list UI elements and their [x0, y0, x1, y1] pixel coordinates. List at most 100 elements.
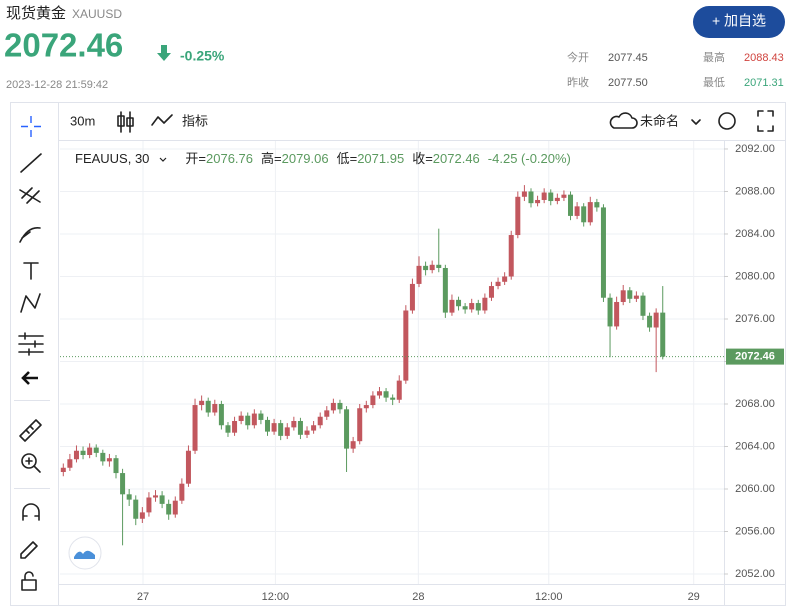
- candle-body: [640, 295, 646, 316]
- legend-label: 开=: [185, 151, 206, 166]
- candle-body: [653, 312, 659, 328]
- candle-body: [166, 503, 172, 515]
- logo: [74, 550, 95, 559]
- candle-body: [212, 403, 218, 413]
- candle-body: [245, 415, 251, 426]
- crosshair-tool[interactable]: [21, 116, 41, 137]
- candle-body: [60, 467, 66, 473]
- change: -0.25%: [180, 48, 225, 64]
- candle-body: [515, 196, 521, 236]
- candle-body: [238, 415, 244, 421]
- lock-tool[interactable]: [21, 571, 37, 591]
- candle-body: [297, 420, 303, 435]
- candle-body: [218, 403, 224, 426]
- stat-value: 2077.50: [608, 77, 648, 89]
- zoom-tool[interactable]: [21, 453, 37, 469]
- y-tick-label: 2088.00: [735, 185, 775, 197]
- candle-body: [357, 408, 363, 442]
- candle-body: [502, 276, 508, 282]
- stat-label: 最低: [703, 76, 725, 89]
- line-tool[interactable]: [20, 153, 42, 173]
- lock-draw-tool[interactable]: [20, 541, 38, 559]
- brush-tool[interactable]: [19, 226, 41, 243]
- candle-body: [574, 206, 580, 216]
- candle-body: [600, 207, 606, 298]
- candle-body: [363, 405, 369, 409]
- candle-body: [548, 192, 554, 202]
- candle-body: [581, 206, 587, 223]
- symbol: XAUUSD: [72, 7, 122, 21]
- forecast-tool[interactable]: [18, 332, 44, 356]
- candle-body: [159, 495, 165, 504]
- candle-body: [93, 447, 99, 453]
- text-tool[interactable]: [23, 262, 39, 280]
- candle-body: [304, 430, 310, 435]
- candle-body: [535, 199, 541, 204]
- candle-body: [271, 423, 277, 432]
- candle-body: [172, 500, 178, 515]
- candle-body: [350, 441, 356, 449]
- fullscreen-button[interactable]: [757, 110, 774, 132]
- candle-body: [80, 450, 86, 455]
- candle-body: [225, 425, 231, 433]
- stat-value: 2088.43: [744, 52, 784, 64]
- legend-label: 高=: [261, 151, 282, 166]
- legend-value: 2071.95: [357, 151, 404, 166]
- candle-body: [403, 310, 409, 381]
- legend-chevron: [159, 157, 167, 162]
- x-tick-label: 27: [137, 591, 149, 603]
- candle-body: [258, 413, 264, 420]
- legend-label: 低=: [337, 151, 358, 166]
- candle-body: [291, 420, 297, 428]
- stat-label: 昨收: [567, 75, 589, 89]
- last-price-label: 2072.46: [735, 351, 775, 363]
- candle-body: [146, 497, 152, 513]
- indicator-button[interactable]: 指标: [182, 113, 208, 128]
- legend-value: 2072.46: [433, 151, 480, 166]
- stat-label: 今开: [567, 50, 589, 64]
- candle-body: [67, 459, 73, 468]
- candle-body: [185, 450, 191, 484]
- legend-symbol: FEAUUS, 30: [75, 151, 149, 166]
- candle-body: [383, 391, 389, 398]
- candle-body: [416, 265, 422, 284]
- interval-button[interactable]: 30m: [70, 113, 95, 128]
- chevron[interactable]: [691, 119, 701, 125]
- pattern-tool[interactable]: [20, 293, 41, 313]
- candle-body: [126, 494, 132, 500]
- y-tick-label: 2064.00: [735, 440, 775, 452]
- candle-body: [179, 483, 185, 501]
- candle-body: [456, 299, 462, 307]
- candle-body: [482, 297, 488, 311]
- chart-type-button[interactable]: [117, 111, 134, 133]
- back-tool[interactable]: [21, 371, 38, 385]
- candle-body: [633, 295, 639, 299]
- candle-body: [264, 419, 271, 432]
- indicator-icon[interactable]: [151, 114, 173, 126]
- y-tick-label: 2068.00: [735, 398, 775, 410]
- ruler-tool[interactable]: [19, 419, 42, 442]
- cloud-icon[interactable]: [609, 112, 638, 129]
- stat-value: 2077.45: [608, 52, 648, 64]
- candle-body: [541, 192, 547, 200]
- fib-tool[interactable]: [19, 187, 41, 204]
- candle-body: [337, 402, 343, 410]
- candle-body: [311, 425, 317, 431]
- magnet-tool[interactable]: [22, 503, 40, 521]
- candle-body: [192, 405, 198, 451]
- settings-button[interactable]: [718, 112, 736, 130]
- candle-body: [139, 512, 145, 519]
- add-watchlist-button[interactable]: [693, 6, 785, 38]
- candle-body: [205, 400, 211, 413]
- candle-body: [409, 283, 415, 311]
- legend-value: 2076.76: [206, 151, 253, 166]
- candle-body: [561, 194, 567, 198]
- candle-body: [568, 194, 574, 216]
- candle-body: [113, 458, 119, 474]
- candle-body: [436, 264, 442, 268]
- candle-body: [607, 297, 613, 327]
- candle-body: [475, 303, 481, 311]
- layout-button[interactable]: 未命名: [640, 113, 679, 128]
- candle-body: [587, 202, 593, 223]
